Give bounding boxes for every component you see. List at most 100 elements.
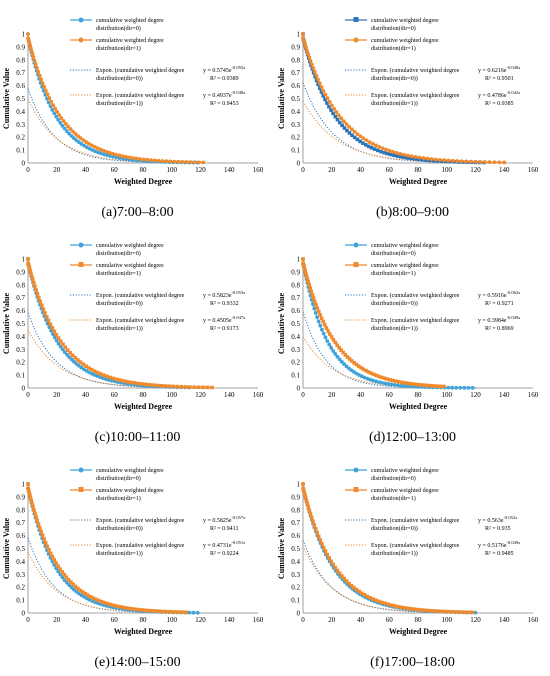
fit-equation: y = 0.563e-0.052x [478, 515, 518, 524]
data-point [380, 600, 384, 605]
y-tick-label: 0.9 [16, 43, 25, 51]
data-point [335, 354, 340, 359]
data-point [53, 106, 57, 111]
fit-equation: y = 0.3984e-0.049x [478, 315, 521, 324]
data-point [325, 339, 330, 343]
data-point [105, 374, 109, 379]
legend-marker [78, 17, 84, 23]
fit-exponent: -0.055x [232, 65, 247, 70]
y-tick-label: 0.1 [16, 372, 25, 380]
legend-label: Expon. (cumulative weighted degree [96, 317, 185, 324]
data-point [108, 154, 112, 158]
data-point [347, 357, 352, 361]
data-point [372, 147, 377, 151]
chart-panel: 0 0.1 0.2 0.3 0.4 0.5 0.6 0.7 0.8 0.9 1 0 20 40 60 80 10… [0, 0, 275, 225]
data-point [26, 489, 31, 493]
x-tick-label: 0 [301, 391, 305, 399]
data-point [307, 508, 312, 513]
legend-label: cumulative weighted degree [96, 263, 164, 269]
data-point [354, 362, 359, 367]
data-point [62, 572, 67, 577]
data-point [306, 505, 311, 509]
data-point [383, 381, 387, 386]
data-point [58, 120, 63, 125]
data-point [342, 576, 346, 581]
data-point [68, 350, 72, 355]
data-point [95, 370, 100, 375]
data-point [409, 381, 413, 386]
data-point [114, 152, 118, 157]
data-point [395, 154, 400, 158]
data-point [37, 73, 42, 78]
legend-label: Expon. (cumulative weighted degree [96, 292, 185, 299]
data-point [361, 367, 366, 372]
data-point [114, 155, 119, 160]
x-tick-label: 100 [442, 391, 453, 399]
legend-label: distribution(dir=1)) [371, 100, 418, 107]
data-point [380, 380, 384, 385]
x-tick-label: 120 [470, 391, 481, 399]
x-tick-label: 120 [195, 616, 206, 624]
legend-label: cumulative weighted degree [96, 18, 164, 24]
data-point [30, 52, 35, 56]
x-tick-label: 100 [442, 616, 453, 624]
legend-marker [353, 487, 359, 492]
fit-equation: y = 0.4731e-0.051x [203, 540, 246, 549]
y-axis-label: Cumulative Value [277, 67, 286, 129]
data-point [417, 155, 422, 160]
data-point [320, 542, 324, 546]
data-point [326, 329, 330, 333]
fit-exponent: -0.052x [504, 515, 519, 520]
data-point [402, 384, 407, 388]
data-point [450, 385, 455, 390]
data-point [413, 157, 417, 161]
legend-label: distribution(dir=1) [371, 45, 416, 52]
data-point [46, 318, 51, 323]
data-point [28, 493, 32, 497]
data-point [355, 137, 360, 142]
fit-r2: R² = 0.935 [485, 526, 511, 532]
legend-label: Expon. (cumulative weighted degree [96, 67, 185, 74]
data-point [26, 32, 30, 36]
x-tick-label: 160 [528, 391, 539, 399]
data-point [58, 339, 63, 344]
y-tick-label: 0 [297, 385, 301, 393]
data-point [111, 376, 116, 381]
data-point [473, 610, 478, 615]
data-point [431, 609, 435, 613]
x-axis-label: Weighted Degree [389, 177, 448, 186]
data-point [141, 157, 146, 162]
x-tick-label: 60 [386, 166, 394, 174]
data-point [34, 288, 38, 292]
data-point [399, 605, 403, 610]
fit-equation: y = 0.5823e-0.053x [203, 290, 246, 299]
data-point [424, 158, 428, 162]
data-point [55, 109, 60, 114]
y-tick-label: 0.7 [16, 294, 25, 302]
data-point [134, 156, 139, 161]
data-point [352, 360, 356, 365]
legend-label: distribution(dir=0)) [371, 525, 418, 532]
data-point [327, 342, 332, 347]
data-point [114, 604, 119, 608]
y-tick-label: 0.4 [16, 108, 25, 116]
legend-label: distribution(dir=0) [371, 25, 416, 32]
data-point [65, 348, 70, 352]
data-point [158, 609, 162, 614]
data-point [49, 99, 54, 104]
data-point [56, 564, 60, 568]
data-point [409, 156, 414, 161]
data-point [61, 119, 66, 123]
data-point [450, 610, 455, 614]
data-point [323, 97, 327, 102]
y-tick-label: 1 [22, 31, 26, 39]
data-point [335, 117, 340, 122]
x-tick-label: 100 [167, 391, 178, 399]
data-point [98, 147, 103, 152]
data-point [316, 77, 320, 82]
data-point [52, 111, 57, 116]
data-point [32, 58, 37, 63]
legend-marker [353, 242, 359, 248]
fit-r2: R² = 0.9385 [485, 101, 514, 107]
data-point [73, 355, 78, 360]
